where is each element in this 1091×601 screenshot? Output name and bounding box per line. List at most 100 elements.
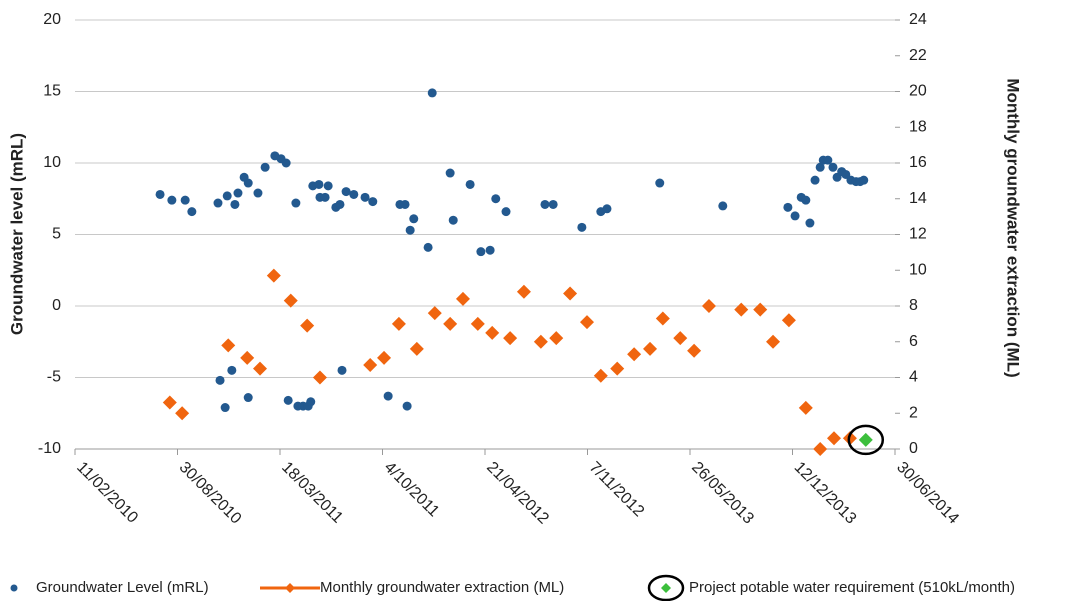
data-point xyxy=(266,268,281,283)
x-tick-label: 11/02/2010 xyxy=(73,459,141,527)
data-point xyxy=(363,357,378,372)
data-point xyxy=(549,331,564,346)
data-point xyxy=(701,299,716,313)
data-point xyxy=(253,188,263,198)
data-point xyxy=(766,334,781,349)
x-tick-label: 4/10/2011 xyxy=(381,459,443,521)
data-point xyxy=(300,318,315,333)
data-point xyxy=(341,187,351,197)
y2-tick-label: 14 xyxy=(909,190,927,207)
x-tick-label: 7/11/2012 xyxy=(586,459,648,521)
data-point xyxy=(718,201,728,211)
data-point xyxy=(243,393,253,403)
data-point xyxy=(323,181,333,191)
data-point xyxy=(810,175,820,185)
data-point xyxy=(314,179,324,189)
data-point xyxy=(445,168,455,178)
data-point xyxy=(306,397,316,407)
data-point xyxy=(312,370,327,385)
data-point xyxy=(655,178,665,188)
legend-ring xyxy=(647,574,685,601)
data-point xyxy=(790,211,800,221)
data-point xyxy=(798,400,813,415)
data-point xyxy=(841,169,851,179)
y-axis-title: Groundwater level (mRL) xyxy=(7,133,26,335)
data-point xyxy=(540,199,550,209)
data-point xyxy=(222,191,232,201)
y-tick-label: -5 xyxy=(47,369,61,386)
legend-label: Groundwater Level (mRL) xyxy=(36,579,209,596)
data-point xyxy=(281,158,291,168)
y2-tick-label: 20 xyxy=(909,83,927,100)
data-point xyxy=(753,302,768,317)
highlight-ring xyxy=(847,424,885,456)
y-tick-label: 5 xyxy=(52,226,61,243)
data-point xyxy=(253,361,268,376)
data-point xyxy=(781,313,796,328)
data-point xyxy=(283,293,298,308)
y-tick-label: -10 xyxy=(38,440,61,457)
data-point xyxy=(155,189,165,199)
data-point xyxy=(349,189,359,199)
legend-label: Monthly groundwater extraction (ML) xyxy=(320,579,564,596)
data-point xyxy=(577,222,587,232)
data-point xyxy=(427,88,437,98)
data-point xyxy=(443,316,458,331)
data-point xyxy=(409,341,424,356)
data-point xyxy=(337,365,347,375)
y2-tick-label: 22 xyxy=(909,47,927,64)
data-point xyxy=(213,198,223,208)
y-tick-label: 15 xyxy=(43,83,61,100)
y2-tick-label: 4 xyxy=(909,369,918,386)
data-point xyxy=(215,375,225,385)
data-point xyxy=(368,197,378,207)
x-tick-label: 30/06/2014 xyxy=(893,459,962,528)
y2-tick-label: 2 xyxy=(909,404,918,421)
data-point xyxy=(377,350,392,365)
data-point xyxy=(240,350,255,365)
data-point xyxy=(470,316,485,331)
data-point xyxy=(383,391,393,401)
data-point xyxy=(734,302,749,317)
legend-marker xyxy=(10,584,18,592)
data-point xyxy=(360,192,370,202)
data-point xyxy=(427,306,442,321)
data-point xyxy=(548,199,558,209)
data-point xyxy=(593,368,608,383)
data-point xyxy=(405,225,415,235)
data-point xyxy=(516,284,531,299)
legend-label: Project potable water requirement (510kL… xyxy=(689,579,1015,596)
data-point xyxy=(220,403,230,413)
data-point xyxy=(187,207,197,217)
data-point xyxy=(643,341,658,356)
data-point xyxy=(175,406,190,421)
data-point xyxy=(783,202,793,212)
data-point xyxy=(448,215,458,225)
data-point xyxy=(465,179,475,189)
x-tick-label: 26/05/2013 xyxy=(688,459,757,528)
y-tick-label: 0 xyxy=(52,297,61,314)
y2-tick-label: 8 xyxy=(909,297,918,314)
y2-tick-label: 24 xyxy=(909,11,927,28)
data-point xyxy=(602,204,612,214)
data-point xyxy=(167,195,177,205)
data-point xyxy=(828,162,838,172)
y2-tick-label: 12 xyxy=(909,226,927,243)
y2-tick-label: 10 xyxy=(909,261,927,278)
data-point xyxy=(476,247,486,257)
x-tick-label: 21/04/2012 xyxy=(483,459,552,528)
data-point xyxy=(610,361,625,376)
data-point xyxy=(858,432,873,447)
legend-marker xyxy=(661,583,671,593)
data-point xyxy=(859,175,869,185)
y2-tick-label: 16 xyxy=(909,154,927,171)
data-point xyxy=(400,199,410,209)
data-point xyxy=(815,162,825,172)
data-point xyxy=(501,207,511,217)
data-point xyxy=(655,311,670,326)
y2-tick-label: 6 xyxy=(909,333,918,350)
data-point xyxy=(402,401,412,411)
x-tick-label: 18/03/2011 xyxy=(278,459,346,527)
data-point xyxy=(801,195,811,205)
data-point xyxy=(233,188,243,198)
